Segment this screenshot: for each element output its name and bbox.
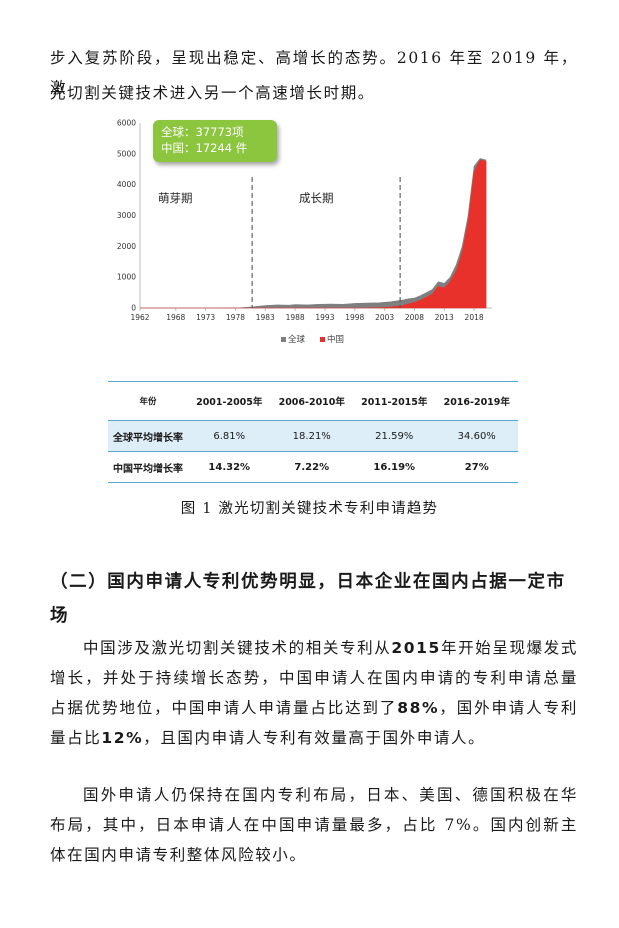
row-label: 全球平均增长率 (108, 420, 188, 452)
p2-text-1: 中国涉及激光切割关键技术的相关专利从 (83, 639, 392, 657)
p2-text-4: ，且国内申请人专利有效量高于国外申请人。 (143, 729, 486, 747)
p2-text-2: 年开始呈现爆发式增长，并处于持续增长态势，中国申请人在国内申请的专利申请总量占据… (50, 639, 578, 717)
x-tick-label: 1988 (286, 313, 305, 322)
table-header: 2011-2015年 (353, 381, 436, 421)
intro-line-1: 步入复苏阶段，呈现出稳定、高增长的态势。2016 年至 2019 年，激 (50, 49, 578, 97)
chart-tooltip: 全球：37773项 中国：17244 件 (153, 120, 277, 162)
series-area-global (140, 158, 487, 309)
intro-line-2: 光切割关键技术进入另一个高速增长时期。 (50, 84, 375, 102)
table-row-china: 中国平均增长率 14.32% 7.22% 16.19% 27% (108, 451, 518, 483)
x-tick-label: 2003 (375, 313, 394, 322)
p2-foreign-share: 12% (101, 729, 144, 747)
series-area-china (140, 159, 487, 309)
table-header-row: 年份 2001-2005年 2006-2010年 2011-2015年 2016… (108, 381, 518, 421)
legend-china-label: 中国 (327, 335, 345, 345)
stage-label-sprout: 萌芽期 (158, 191, 193, 205)
y-tick-label: 6000 (117, 119, 136, 128)
legend-global-label: 全球 (288, 335, 306, 345)
table-cell: 27% (435, 451, 518, 483)
y-tick-label: 4000 (117, 180, 136, 189)
table-cell: 34.60% (435, 420, 518, 452)
x-tick-label: 1983 (256, 313, 275, 322)
figure-caption: 图 1 激光切割关键技术专利申请趋势 (180, 501, 439, 517)
x-tick-label: 2018 (465, 313, 484, 322)
table-row-global: 全球平均增长率 6.81% 18.21% 21.59% 34.60% (108, 420, 518, 452)
x-tick-label: 2008 (405, 313, 424, 322)
legend-china: 中国 (320, 333, 344, 345)
table-cell: 18.21% (270, 420, 353, 452)
stage-label-growth: 成长期 (299, 191, 334, 205)
table-header-year: 年份 (108, 381, 188, 421)
section-heading: （二）国内申请人专利优势明显，日本企业在国内占据一定市场 (50, 572, 566, 626)
x-tick-label: 1973 (196, 313, 215, 322)
x-tick-label: 1978 (226, 313, 245, 322)
tooltip-global: 全球：37773项 (161, 125, 244, 139)
y-tick-label: 3000 (117, 211, 136, 220)
x-tick-label: 1998 (345, 313, 364, 322)
table-header: 2016-2019年 (435, 381, 518, 421)
table-header: 2006-2010年 (270, 381, 353, 421)
p2-domestic-share: 88% (397, 699, 440, 717)
paragraph-3: 国外申请人仍保持在国内专利布局，日本、美国、德国积极在华布局，其中，日本申请人在… (50, 786, 578, 864)
y-tick-label: 5000 (117, 149, 136, 158)
p2-text-3: ，国外申请人专利量占比 (50, 699, 578, 747)
x-tick-label: 2013 (435, 313, 454, 322)
x-tick-label: 1962 (130, 313, 149, 322)
table-cell: 6.81% (188, 420, 271, 452)
legend-global: 全球 (281, 333, 305, 345)
y-tick-label: 0 (131, 304, 136, 313)
tooltip-china: 中国：17244 件 (161, 141, 248, 155)
patent-trend-chart: 0 1000 2000 3000 4000 5000 6000 1962 1968 1973 197… (117, 119, 492, 322)
legend-global-swatch (281, 336, 286, 342)
table-cell: 21.59% (353, 420, 436, 452)
row-label: 中国平均增长率 (108, 451, 188, 483)
table-header: 2001-2005年 (188, 381, 271, 421)
p2-year: 2015 (391, 639, 441, 657)
table-cell: 16.19% (353, 451, 436, 483)
y-tick-label: 1000 (117, 273, 136, 282)
x-tick-label: 1968 (166, 313, 185, 322)
growth-rate-table: 年份 2001-2005年 2006-2010年 2011-2015年 2016… (108, 381, 518, 483)
legend-china-swatch (320, 336, 325, 342)
y-tick-label: 2000 (117, 242, 136, 251)
paragraph-2: 中国涉及激光切割关键技术的相关专利从2015年开始呈现爆发式增长，并处于持续增长… (50, 633, 578, 753)
x-tick-label: 1993 (315, 313, 334, 322)
table-cell: 14.32% (188, 451, 271, 483)
table-cell: 7.22% (270, 451, 353, 483)
